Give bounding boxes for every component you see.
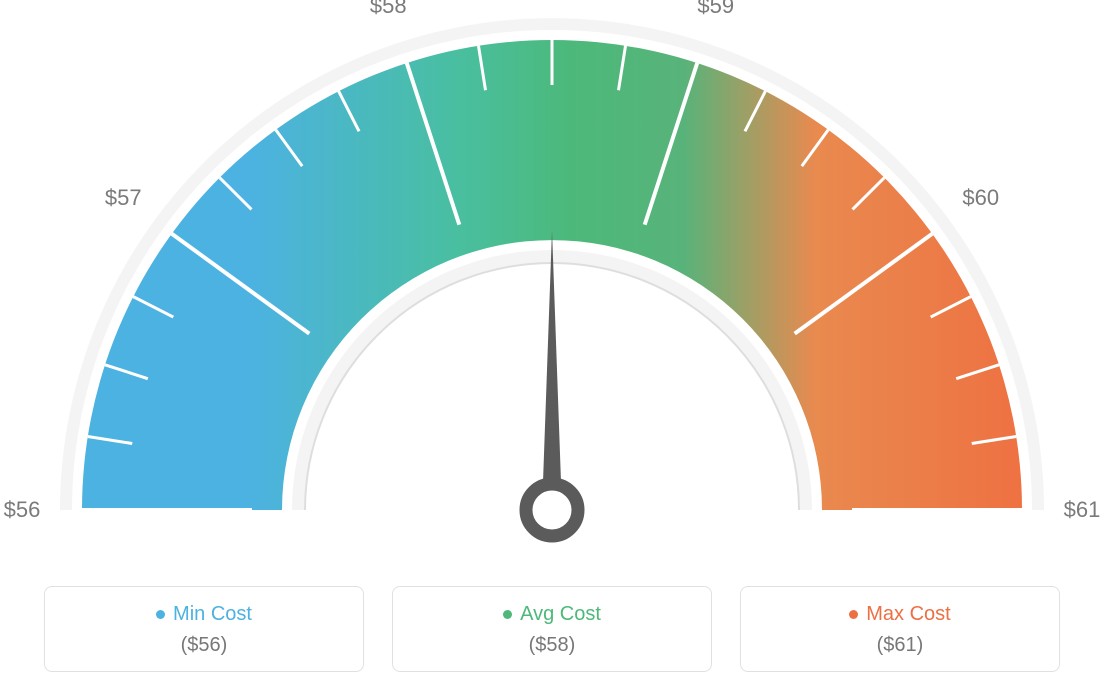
gauge-tick-label: $57 xyxy=(105,185,142,211)
legend-card-min: Min Cost ($56) xyxy=(44,586,364,672)
legend-card-max: Max Cost ($61) xyxy=(740,586,1060,672)
dot-icon xyxy=(503,610,512,619)
gauge-chart: $56$57$58$58$59$60$61 xyxy=(0,0,1104,560)
gauge-svg xyxy=(0,0,1104,560)
gauge-tick-label: $59 xyxy=(697,0,734,19)
legend-value-max: ($61) xyxy=(751,634,1049,657)
legend-value-min: ($56) xyxy=(55,634,353,657)
legend-row: Min Cost ($56) Avg Cost ($58) Max Cost (… xyxy=(0,586,1104,672)
legend-title-min: Min Cost xyxy=(156,603,252,626)
legend-value-avg: ($58) xyxy=(403,634,701,657)
legend-label: Max Cost xyxy=(866,603,950,626)
legend-title-avg: Avg Cost xyxy=(503,603,601,626)
legend-card-avg: Avg Cost ($58) xyxy=(392,586,712,672)
gauge-tick-label: $61 xyxy=(1064,497,1101,523)
dot-icon xyxy=(156,610,165,619)
dot-icon xyxy=(849,610,858,619)
legend-label: Avg Cost xyxy=(520,603,601,626)
legend-title-max: Max Cost xyxy=(849,603,950,626)
gauge-tick-label: $60 xyxy=(962,185,999,211)
gauge-tick-label: $58 xyxy=(370,0,407,19)
gauge-tick-label: $56 xyxy=(4,497,41,523)
legend-label: Min Cost xyxy=(173,603,252,626)
